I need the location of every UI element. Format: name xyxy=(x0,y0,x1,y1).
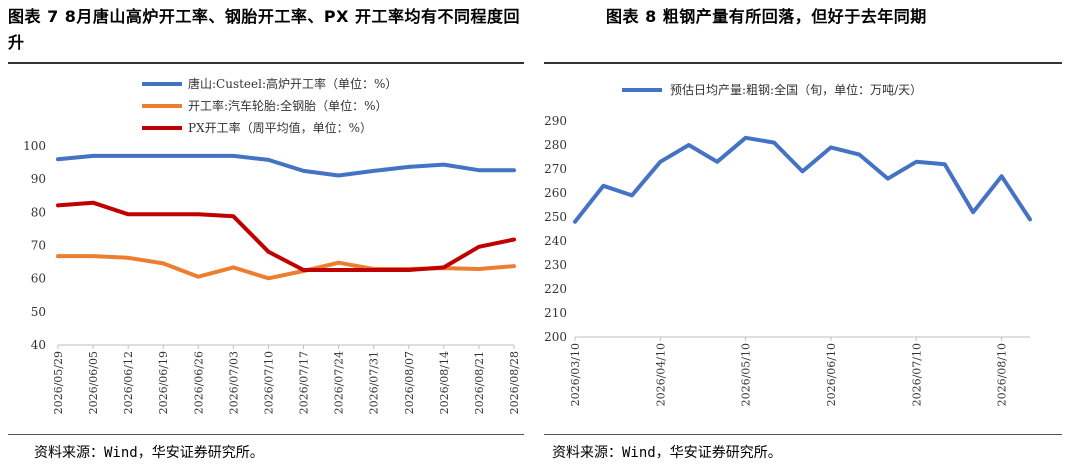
chart2-xtick-label: 2026/03/10 xyxy=(569,343,582,406)
chart2-top-rule xyxy=(544,62,1062,64)
chart1-xtick-label: 2026/08/14 xyxy=(438,351,451,414)
chart2-ytick-label: 290 xyxy=(544,114,567,128)
chart1-xtick-label: 2026/06/26 xyxy=(192,351,205,414)
chart2-title: 图表 8 粗钢产量有所回落，但好于去年同期 xyxy=(606,7,927,26)
chart2-bottom-rule xyxy=(544,434,1062,435)
chart1-ytick-label: 60 xyxy=(31,272,46,286)
chart1-legend-label-1: 唐山:Custeel:高炉开工率（单位：%） xyxy=(188,76,397,91)
chart2-ytick-label: 250 xyxy=(544,210,567,224)
chart2-xtick-label: 2026/07/10 xyxy=(910,343,923,406)
chart2-ytick-label: 270 xyxy=(544,162,567,176)
chart2-source-note: 资料来源：Wind，华安证券研究所。 xyxy=(552,445,782,461)
chart2-xtick-label: 2026/04/10 xyxy=(654,343,667,406)
chart1-ytick-label: 40 xyxy=(31,338,46,352)
chart1-ytick-label: 80 xyxy=(31,205,46,219)
chart1-series-line-3 xyxy=(56,200,516,272)
chart2-ytick-label: 240 xyxy=(544,234,567,248)
chart1-xtick-label: 2026/08/07 xyxy=(403,351,416,414)
chart2-xtick-label: 2026/08/10 xyxy=(996,343,1009,406)
chart1-series-line-1 xyxy=(56,153,516,178)
chart2-xtick-label: 2026/05/10 xyxy=(740,343,753,406)
chart2-ytick-label: 200 xyxy=(544,330,567,344)
chart1-ytick-label: 50 xyxy=(31,305,46,319)
chart1-source-note: 资料来源：Wind，华安证券研究所。 xyxy=(34,445,264,461)
chart1-xtick-label: 2026/07/17 xyxy=(298,351,311,414)
chart1-xtick-label: 2026/07/10 xyxy=(262,351,275,414)
chart2-series-line-1 xyxy=(573,135,1032,224)
chart1-xtick-label: 2026/06/19 xyxy=(157,351,170,414)
chart1-xtick-label: 2026/06/05 xyxy=(87,351,100,414)
chart2-plot: 200 210 220 230 240 250 260 270 280 290 2026/03/10… xyxy=(544,82,1032,406)
chart1-top-rule xyxy=(8,62,524,64)
chart2-legend-label-1: 预估日均产量:粗钢:全国（旬，单位：万吨/天） xyxy=(670,82,922,97)
chart2-ytick-label: 230 xyxy=(544,258,567,272)
chart1-plot: 40 50 60 70 80 90 100 2026/05/29 2026/06/05 2026/… xyxy=(23,76,521,414)
chart1-xtick-label: 2026/07/03 xyxy=(227,351,240,414)
chart1-xtick-label: 2026/07/31 xyxy=(368,351,381,414)
chart1-title: 图表 7 8月唐山高炉开工率、钢胎开工率、PX 开工率均有不同程度回升 xyxy=(8,7,521,52)
chart1-ytick-label: 90 xyxy=(31,172,46,186)
chart1-xtick-label: 2026/08/28 xyxy=(508,351,521,414)
chart1-legend-label-3: PX开工率（周平均值，单位：%） xyxy=(188,120,372,135)
chart1-xtick-label: 2026/08/21 xyxy=(473,351,486,414)
chart1-bottom-rule xyxy=(8,434,524,435)
chart2-ytick-label: 210 xyxy=(544,306,567,320)
chart2-ytick-label: 260 xyxy=(544,186,567,200)
chart1-xtick-label: 2026/06/12 xyxy=(122,351,135,414)
chart1-ytick-label: 100 xyxy=(23,139,46,153)
chart1-xtick-label: 2026/07/24 xyxy=(333,351,346,414)
chart1-legend-label-2: 开工率:汽车轮胎:全钢胎（单位：%） xyxy=(188,98,388,113)
chart2-xtick-label: 2026/06/10 xyxy=(825,343,838,406)
chart2-ytick-label: 280 xyxy=(544,138,567,152)
chart2-ytick-label: 220 xyxy=(544,282,567,296)
chart1-xtick-label: 2026/05/29 xyxy=(52,351,65,414)
chart1-ytick-label: 70 xyxy=(31,239,46,253)
